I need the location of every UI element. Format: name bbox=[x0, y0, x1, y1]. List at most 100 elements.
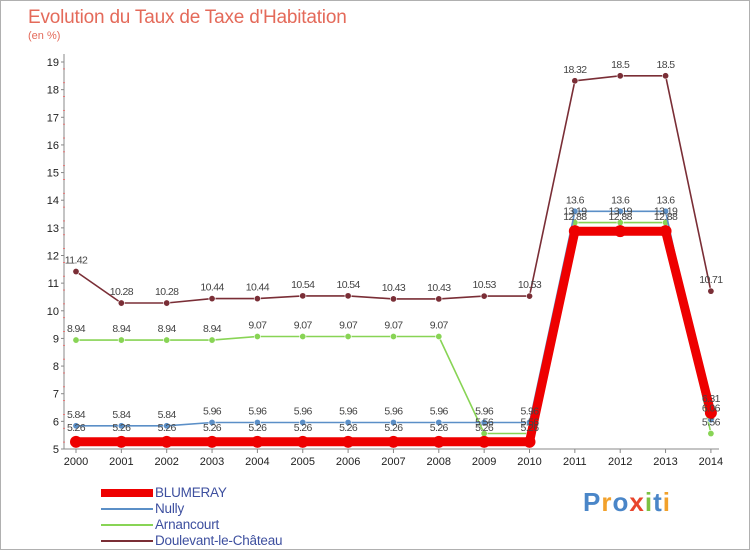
point-blumeray bbox=[659, 225, 672, 238]
x-tick-label: 2003 bbox=[200, 456, 224, 468]
point-arnancourt bbox=[208, 336, 216, 344]
data-label-arnancourt: 5.56 bbox=[520, 417, 539, 429]
y-tick-label: 7 bbox=[53, 389, 59, 401]
data-label-blumeray: 5.26 bbox=[339, 422, 358, 434]
chart-series bbox=[70, 72, 717, 448]
legend-item-blumeray: BLUMERAY bbox=[101, 485, 381, 501]
data-label-arnancourt: 13.19 bbox=[654, 206, 678, 218]
point-nully bbox=[480, 418, 488, 426]
data-label-doulevant-le-ch-teau: 10.43 bbox=[427, 282, 451, 294]
point-blumeray bbox=[478, 435, 491, 448]
x-tick-label: 2007 bbox=[381, 456, 405, 468]
point-doulevant-le-ch-teau bbox=[525, 292, 533, 300]
y-axis-units: (en %) bbox=[28, 30, 61, 42]
data-label-blumeray: 5.26 bbox=[294, 422, 313, 434]
point-blumeray bbox=[704, 406, 717, 419]
point-doulevant-le-ch-teau bbox=[480, 292, 488, 300]
y-tick-label: 12 bbox=[47, 251, 59, 263]
point-blumeray bbox=[387, 435, 400, 448]
data-label-nully: 13.6 bbox=[611, 194, 630, 206]
y-tick-label: 9 bbox=[53, 333, 59, 345]
data-label-nully: 5.96 bbox=[203, 405, 222, 417]
x-tick-label: 2006 bbox=[336, 456, 360, 468]
data-label-blumeray: 5.26 bbox=[158, 422, 177, 434]
data-label-arnancourt: 9.07 bbox=[248, 319, 267, 331]
logo-letter: t bbox=[653, 487, 663, 517]
data-label-arnancourt: 8.94 bbox=[158, 323, 177, 335]
data-label-blumeray: 12.88 bbox=[609, 211, 633, 223]
point-doulevant-le-ch-teau bbox=[389, 295, 397, 303]
point-arnancourt bbox=[344, 332, 352, 340]
point-blumeray bbox=[296, 435, 309, 448]
legend-item-doulevant: Doulevant-le-Château bbox=[101, 533, 381, 549]
logo-letter: x bbox=[629, 487, 645, 517]
logo-letter: P bbox=[583, 487, 602, 517]
point-doulevant-le-ch-teau bbox=[707, 287, 715, 295]
legend-label-arnancourt: Arnancourt bbox=[155, 517, 220, 532]
data-label-doulevant-le-ch-teau: 10.54 bbox=[291, 279, 315, 291]
data-label-blumeray: 5.26 bbox=[520, 422, 539, 434]
data-label-nully: 5.84 bbox=[158, 409, 177, 421]
data-label-blumeray: 5.26 bbox=[475, 422, 494, 434]
data-label-nully: 5.96 bbox=[339, 405, 358, 417]
point-arnancourt bbox=[389, 332, 397, 340]
point-doulevant-le-ch-teau bbox=[163, 299, 171, 307]
point-nully bbox=[662, 207, 670, 215]
point-nully bbox=[208, 418, 216, 426]
legend-item-nully: Nully bbox=[101, 501, 381, 517]
point-doulevant-le-ch-teau bbox=[208, 295, 216, 303]
point-blumeray bbox=[70, 435, 82, 448]
data-label-arnancourt: 13.19 bbox=[563, 206, 587, 218]
data-label-arnancourt: 8.94 bbox=[203, 323, 222, 335]
legend-label-nully: Nully bbox=[155, 501, 185, 516]
point-nully bbox=[253, 418, 261, 426]
point-blumeray bbox=[568, 225, 581, 238]
data-label-arnancourt: 8.94 bbox=[112, 323, 131, 335]
data-label-nully: 5.96 bbox=[475, 405, 494, 417]
data-label-doulevant-le-ch-teau: 10.28 bbox=[155, 286, 179, 298]
point-nully bbox=[117, 422, 125, 430]
y-tick-label: 13 bbox=[47, 223, 59, 235]
legend-swatch-nully bbox=[101, 508, 153, 510]
point-blumeray bbox=[115, 435, 128, 448]
y-tick-label: 19 bbox=[47, 57, 59, 69]
data-label-nully: 5.96 bbox=[430, 405, 449, 417]
data-label-blumeray: 5.26 bbox=[67, 422, 86, 434]
data-label-nully: 5.84 bbox=[67, 409, 86, 421]
legend-label-blumeray: BLUMERAY bbox=[155, 485, 227, 500]
logo-letter: r bbox=[601, 487, 613, 517]
point-doulevant-le-ch-teau bbox=[571, 77, 579, 85]
data-label-doulevant-le-ch-teau: 10.28 bbox=[110, 286, 134, 298]
x-tick-label: 2002 bbox=[154, 456, 178, 468]
point-blumeray bbox=[432, 435, 445, 448]
x-tick-label: 2012 bbox=[608, 456, 632, 468]
proxiti-logo: Proxiti bbox=[583, 487, 671, 518]
y-tick-label: 6 bbox=[53, 416, 59, 428]
point-nully bbox=[571, 207, 579, 215]
y-tick-label: 5 bbox=[53, 444, 59, 456]
data-label-arnancourt: 9.07 bbox=[430, 319, 449, 331]
point-doulevant-le-ch-teau bbox=[117, 299, 125, 307]
chart-legend: BLUMERAY Nully Arnancourt Doulevant-le-C… bbox=[101, 485, 381, 549]
x-tick-label: 2009 bbox=[472, 456, 496, 468]
data-label-doulevant-le-ch-teau: 11.42 bbox=[65, 255, 88, 267]
data-label-blumeray: 12.88 bbox=[563, 211, 587, 223]
chart-title: Evolution du Taux de Taxe d'Habitation bbox=[28, 7, 347, 28]
legend-swatch-blumeray bbox=[101, 489, 153, 497]
y-tick-label: 15 bbox=[47, 168, 59, 180]
data-label-blumeray: 5.26 bbox=[203, 422, 222, 434]
data-label-doulevant-le-ch-teau: 10.53 bbox=[518, 279, 542, 291]
data-label-blumeray: 6.31 bbox=[702, 393, 721, 405]
point-nully bbox=[72, 422, 80, 430]
y-tick-label: 14 bbox=[47, 195, 59, 207]
data-label-blumeray: 5.26 bbox=[112, 422, 131, 434]
data-label-nully: 5.96 bbox=[384, 405, 403, 417]
data-label-blumeray: 5.26 bbox=[430, 422, 449, 434]
data-labels: 5.26 5.26 5.26 5.26 5.26 5.26 5.26 5.26 5.26 5.26… bbox=[65, 59, 724, 434]
point-doulevant-le-ch-teau bbox=[616, 72, 624, 80]
data-label-blumeray: 5.26 bbox=[384, 422, 403, 434]
point-blumeray bbox=[523, 435, 536, 448]
y-tick-label: 11 bbox=[48, 278, 59, 290]
x-tick-label: 2001 bbox=[109, 456, 133, 468]
